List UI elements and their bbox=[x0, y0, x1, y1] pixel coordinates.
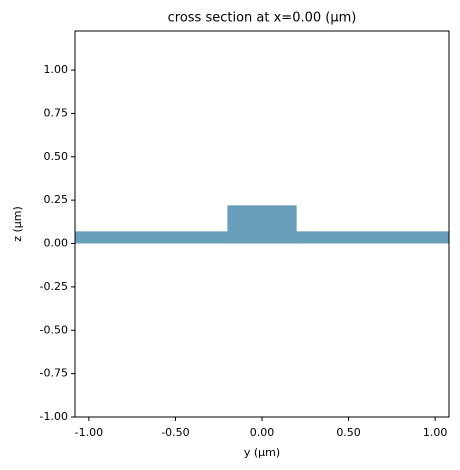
y-tick-label: 0.00 bbox=[44, 237, 69, 250]
x-tick-label: 1.00 bbox=[423, 426, 448, 439]
y-tick-label: 0.25 bbox=[44, 193, 69, 206]
x-tick-label: -1.00 bbox=[75, 426, 103, 439]
y-tick-label: -0.50 bbox=[40, 323, 68, 336]
x-tick-label: 0.00 bbox=[250, 426, 275, 439]
plot-area bbox=[75, 205, 449, 244]
chart-title: cross section at x=0.00 (μm) bbox=[168, 11, 357, 26]
y-tick-label: 0.50 bbox=[44, 150, 69, 163]
x-tick-label: -0.50 bbox=[161, 426, 189, 439]
y-tick-label: -0.75 bbox=[40, 367, 68, 380]
y-tick-label: 0.75 bbox=[44, 106, 69, 119]
y-tick-label: -0.25 bbox=[40, 280, 68, 293]
x-axis-label: y (μm) bbox=[244, 446, 280, 459]
y-axis-label: z (μm) bbox=[11, 206, 24, 242]
y-tick-label: 1.00 bbox=[44, 63, 69, 76]
structure-rect bbox=[227, 205, 297, 244]
y-tick-label: -1.00 bbox=[40, 410, 68, 423]
x-tick-label: 0.50 bbox=[336, 426, 361, 439]
